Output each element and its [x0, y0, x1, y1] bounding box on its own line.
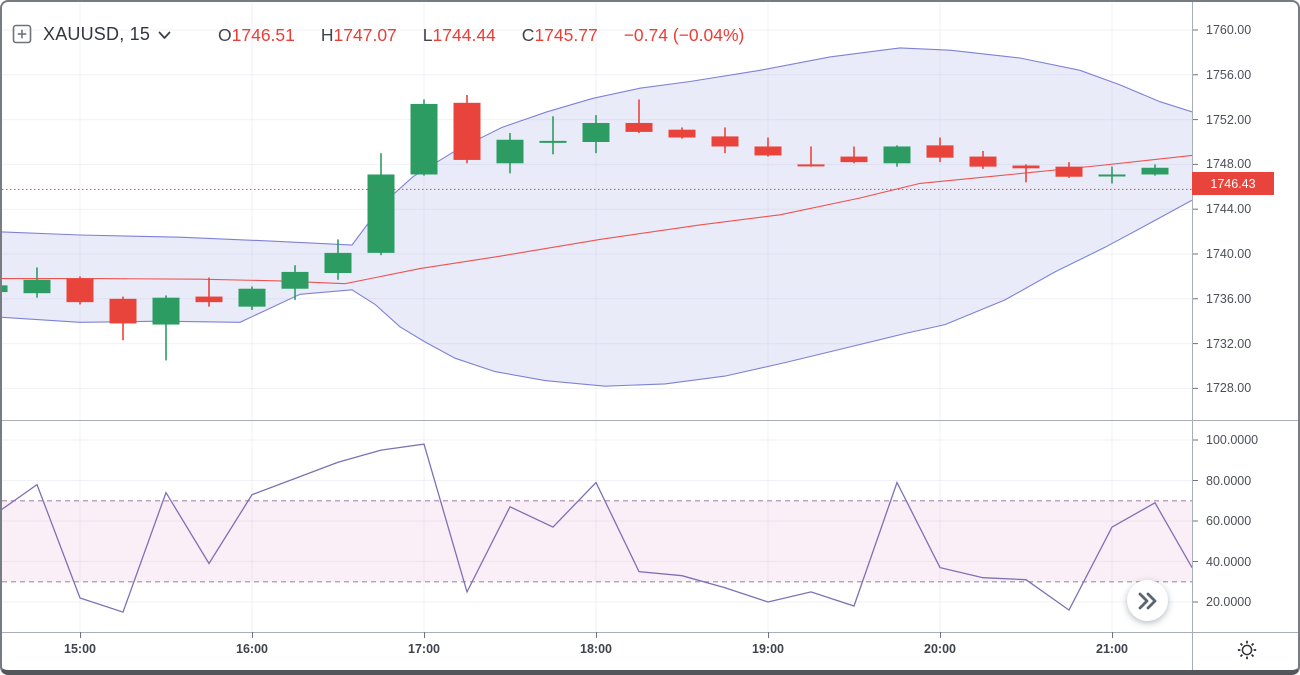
candle [66, 276, 94, 305]
indicator-tick-label: 80.0000 [1206, 473, 1252, 488]
candle [23, 267, 51, 298]
candle [410, 99, 438, 176]
bollinger-upper-line [2, 47, 1192, 246]
time-tick-label: 17:00 [408, 642, 440, 656]
double-chevron-right-icon [1136, 591, 1159, 611]
time-tick-mark [596, 632, 597, 638]
price-tick-label: 1752.00 [1206, 112, 1252, 127]
time-tick-mark [768, 632, 769, 638]
candle [969, 150, 997, 169]
candle [195, 277, 223, 307]
time-tick-label: 21:00 [1096, 642, 1128, 656]
time-tick-mark [424, 632, 425, 638]
candle [625, 99, 653, 134]
last-price-label: 1746.43 [1192, 172, 1274, 195]
candle [1055, 162, 1083, 178]
indicator-panel-canvas[interactable] [2, 421, 1192, 632]
close-value: C 1745.77 [521, 24, 598, 45]
price-change-label: −0.74 (−0.04%) [623, 24, 745, 45]
candle [152, 295, 180, 361]
indicator-tick-label: 40.0000 [1206, 554, 1252, 569]
indicator-tick-label: 100.0000 [1206, 433, 1259, 447]
candle [496, 133, 524, 174]
candle [367, 153, 395, 256]
indicator-tick-label: 20.0000 [1206, 595, 1252, 609]
oscillator-line [2, 443, 1192, 613]
price-tick-label: 1740.00 [1206, 247, 1252, 261]
panel-separator[interactable] [0, 420, 1300, 421]
candle [238, 286, 266, 310]
price-tick-label: 1760.00 [1206, 23, 1252, 37]
candle [883, 145, 911, 167]
ohlc-readout: O 1746.51 H 1747.07 L 1744.44 C 1745.77 −0.7… [218, 24, 744, 46]
price-axis-divider [1192, 0, 1193, 671]
price-tick-label: 1728.00 [1206, 381, 1252, 396]
low-value: L 1744.44 [422, 24, 496, 45]
time-tick-mark [940, 632, 941, 638]
bollinger-band-fill [2, 47, 1192, 387]
candle [582, 115, 610, 154]
price-tick-label: 1748.00 [1206, 157, 1252, 172]
add-symbol-box-icon[interactable] [12, 24, 32, 44]
time-tick-label: 19:00 [752, 642, 784, 656]
oscillator-band-fill [2, 500, 1192, 582]
high-value: H 1747.07 [320, 24, 397, 45]
candle [926, 137, 954, 163]
candle [840, 146, 868, 164]
time-tick-label: 16:00 [236, 642, 268, 656]
candle [324, 239, 352, 280]
candle [668, 127, 696, 139]
time-tick-label: 18:00 [580, 642, 612, 656]
indicator-tick-label: 60.0000 [1206, 514, 1252, 528]
price-tick-label: 1756.00 [1206, 67, 1252, 82]
time-axis-divider [0, 632, 1300, 633]
candle [539, 116, 567, 155]
symbol-header[interactable]: XAUUSD, 15 [12, 22, 171, 46]
price-tick-label: 1744.00 [1206, 202, 1252, 217]
chevron-down-icon[interactable] [158, 31, 171, 40]
time-tick-label: 15:00 [64, 642, 96, 656]
candle [109, 296, 137, 341]
price-tick-label: 1736.00 [1206, 291, 1252, 306]
candle [1141, 164, 1169, 176]
axis-ticks-layer [1192, 29, 1198, 603]
candle [754, 137, 782, 157]
time-tick-mark [252, 632, 253, 638]
candle [797, 146, 825, 167]
candle [711, 127, 739, 154]
time-tick-mark [80, 632, 81, 638]
time-tick-mark [1112, 632, 1113, 638]
scroll-to-latest-button[interactable] [1127, 580, 1168, 621]
bollinger-lower-line [2, 199, 1192, 387]
open-value: O 1746.51 [218, 24, 295, 45]
candle [1012, 164, 1040, 183]
main-chart-canvas[interactable] [2, 2, 1192, 420]
candle [281, 265, 309, 300]
bollinger-basis-line [2, 154, 1192, 285]
settings-gear-icon[interactable] [1235, 638, 1259, 662]
price-tick-label: 1732.00 [1206, 336, 1252, 351]
candle [453, 94, 481, 164]
time-tick-label: 20:00 [924, 642, 956, 656]
candle [2, 285, 8, 293]
candle [1098, 166, 1126, 184]
symbol-label[interactable]: XAUUSD, 15 [43, 23, 151, 44]
